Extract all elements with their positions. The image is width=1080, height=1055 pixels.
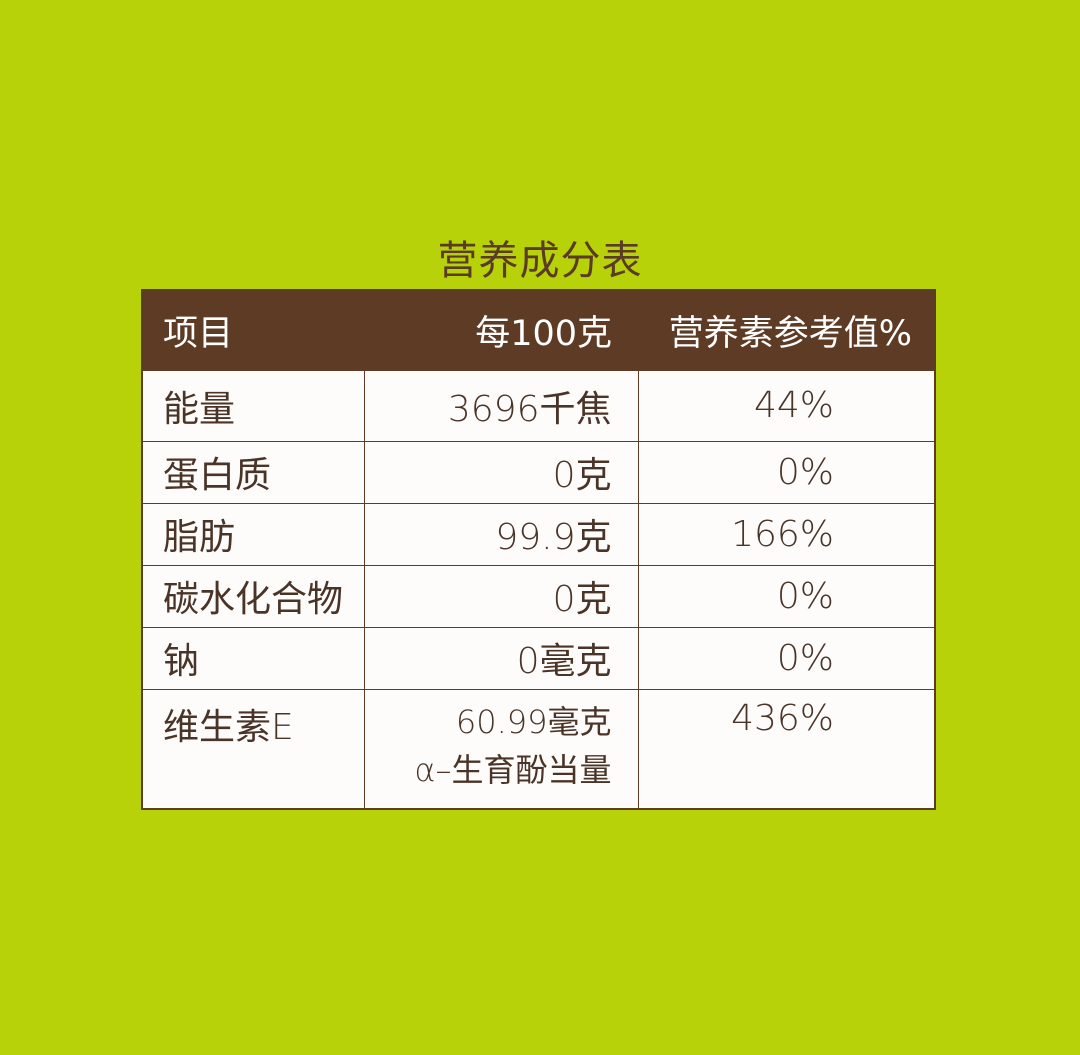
- header-item: 项目: [142, 290, 364, 370]
- per100g-cell: 0克: [363, 440, 639, 504]
- table-row: 钠 0毫克 0%: [141, 626, 936, 690]
- nrv-cell: 0%: [637, 564, 936, 628]
- header-per100g: 每100克: [364, 290, 638, 370]
- item-cell: 蛋白质: [141, 440, 365, 504]
- item-cell: 维生素E: [141, 688, 365, 810]
- table-row: 维生素E 60.99毫克 α–生育酚当量 436%: [141, 688, 936, 810]
- per100g-note: α–生育酚当量: [414, 750, 612, 789]
- item-cell: 能量: [141, 369, 365, 442]
- nutrition-table: 项目 每100克 营养素参考值% 能量 3696千焦 44% 蛋白质 0克 0%…: [141, 289, 936, 810]
- nrv-cell: 436%: [637, 688, 936, 810]
- item-cell: 钠: [141, 626, 365, 690]
- nrv-cell: 166%: [637, 502, 936, 566]
- table-title: 营养成分表: [437, 238, 643, 284]
- per100g-cell: 0克: [363, 564, 639, 628]
- nrv-cell: 0%: [637, 440, 936, 504]
- nrv-cell: 44%: [637, 369, 936, 442]
- item-cell: 脂肪: [141, 502, 365, 566]
- table-row: 能量 3696千焦 44%: [141, 369, 936, 442]
- table-row: 脂肪 99.9克 166%: [141, 502, 936, 566]
- per100g-value: 60.99毫克: [455, 702, 612, 741]
- item-cell: 碳水化合物: [141, 564, 365, 628]
- header-row: 项目 每100克 营养素参考值%: [142, 290, 935, 370]
- table-row: 蛋白质 0克 0%: [141, 440, 936, 504]
- table-row: 碳水化合物 0克 0%: [141, 564, 936, 628]
- per100g-cell: 0毫克: [363, 626, 639, 690]
- per100g-cell: 99.9克: [363, 502, 639, 566]
- per100g-cell: 60.99毫克 α–生育酚当量: [363, 688, 639, 810]
- nrv-cell: 0%: [637, 626, 936, 690]
- header-nrv: 营养素参考值%: [638, 290, 935, 370]
- per100g-cell: 3696千焦: [363, 369, 639, 442]
